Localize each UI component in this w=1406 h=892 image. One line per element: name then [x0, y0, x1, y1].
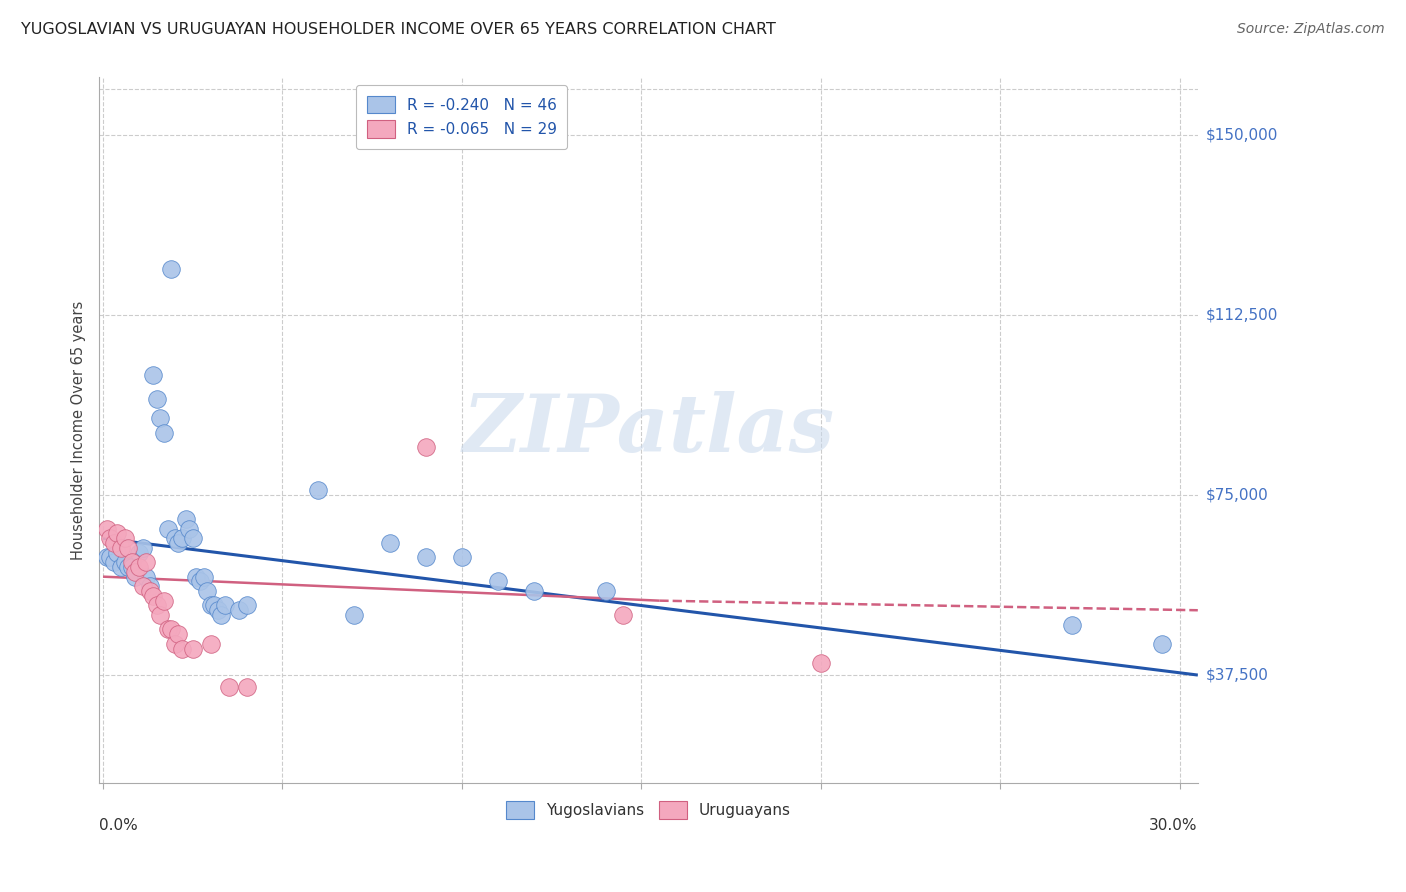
Point	[188, 574, 211, 589]
Point	[114, 555, 136, 569]
Point	[523, 584, 546, 599]
Point	[211, 608, 233, 623]
Point	[98, 531, 121, 545]
Point	[110, 560, 132, 574]
Point	[163, 637, 186, 651]
Point	[235, 680, 257, 694]
Point	[131, 579, 153, 593]
Text: Source: ZipAtlas.com: Source: ZipAtlas.com	[1237, 22, 1385, 37]
Point	[193, 569, 215, 583]
Point	[415, 440, 437, 454]
Point	[114, 531, 136, 545]
Point	[153, 425, 176, 440]
Point	[142, 589, 165, 603]
Point	[181, 641, 204, 656]
Point	[160, 262, 183, 277]
Point	[124, 569, 146, 583]
Point	[128, 560, 150, 574]
Point	[214, 599, 236, 613]
Point	[595, 584, 617, 599]
Point	[156, 623, 179, 637]
Point	[96, 550, 118, 565]
Point	[135, 555, 157, 569]
Point	[128, 546, 150, 560]
Point	[202, 599, 225, 613]
Point	[170, 531, 193, 545]
Point	[235, 599, 257, 613]
Point	[138, 579, 160, 593]
Point	[124, 565, 146, 579]
Point	[170, 641, 193, 656]
Point	[135, 569, 157, 583]
Point	[228, 603, 250, 617]
Text: $37,500: $37,500	[1206, 667, 1270, 682]
Point	[146, 392, 169, 406]
Point	[186, 569, 208, 583]
Point	[117, 541, 139, 555]
Point	[810, 656, 832, 670]
Point	[218, 680, 240, 694]
Point	[181, 531, 204, 545]
Point	[138, 584, 160, 599]
Point	[612, 608, 634, 623]
Point	[200, 637, 222, 651]
Point	[105, 526, 128, 541]
Point	[343, 608, 366, 623]
Point	[415, 550, 437, 565]
Point	[1150, 637, 1173, 651]
Point	[486, 574, 509, 589]
Text: $75,000: $75,000	[1206, 488, 1268, 502]
Text: 30.0%: 30.0%	[1149, 818, 1198, 833]
Point	[380, 536, 402, 550]
Point	[195, 584, 218, 599]
Point	[207, 603, 229, 617]
Point	[131, 541, 153, 555]
Point	[149, 411, 172, 425]
Point	[110, 541, 132, 555]
Point	[307, 483, 329, 498]
Point	[117, 560, 139, 574]
Point	[167, 536, 190, 550]
Text: 0.0%: 0.0%	[100, 818, 138, 833]
Point	[121, 555, 143, 569]
Point	[146, 599, 169, 613]
Point	[179, 522, 201, 536]
Y-axis label: Householder Income Over 65 years: Householder Income Over 65 years	[72, 301, 86, 560]
Text: YUGOSLAVIAN VS URUGUAYAN HOUSEHOLDER INCOME OVER 65 YEARS CORRELATION CHART: YUGOSLAVIAN VS URUGUAYAN HOUSEHOLDER INC…	[21, 22, 776, 37]
Point	[160, 623, 183, 637]
Point	[167, 627, 190, 641]
Point	[103, 555, 125, 569]
Point	[1062, 617, 1084, 632]
Point	[200, 599, 222, 613]
Text: $112,500: $112,500	[1206, 308, 1278, 323]
Point	[96, 522, 118, 536]
Point	[174, 512, 197, 526]
Text: ZIPatlas: ZIPatlas	[463, 392, 835, 469]
Text: $150,000: $150,000	[1206, 128, 1278, 143]
Point	[153, 593, 176, 607]
Point	[105, 546, 128, 560]
Legend: Yugoslavians, Uruguayans: Yugoslavians, Uruguayans	[501, 795, 797, 825]
Point	[156, 522, 179, 536]
Point	[98, 550, 121, 565]
Point	[163, 531, 186, 545]
Point	[451, 550, 474, 565]
Point	[103, 536, 125, 550]
Point	[142, 368, 165, 382]
Point	[149, 608, 172, 623]
Point	[121, 560, 143, 574]
